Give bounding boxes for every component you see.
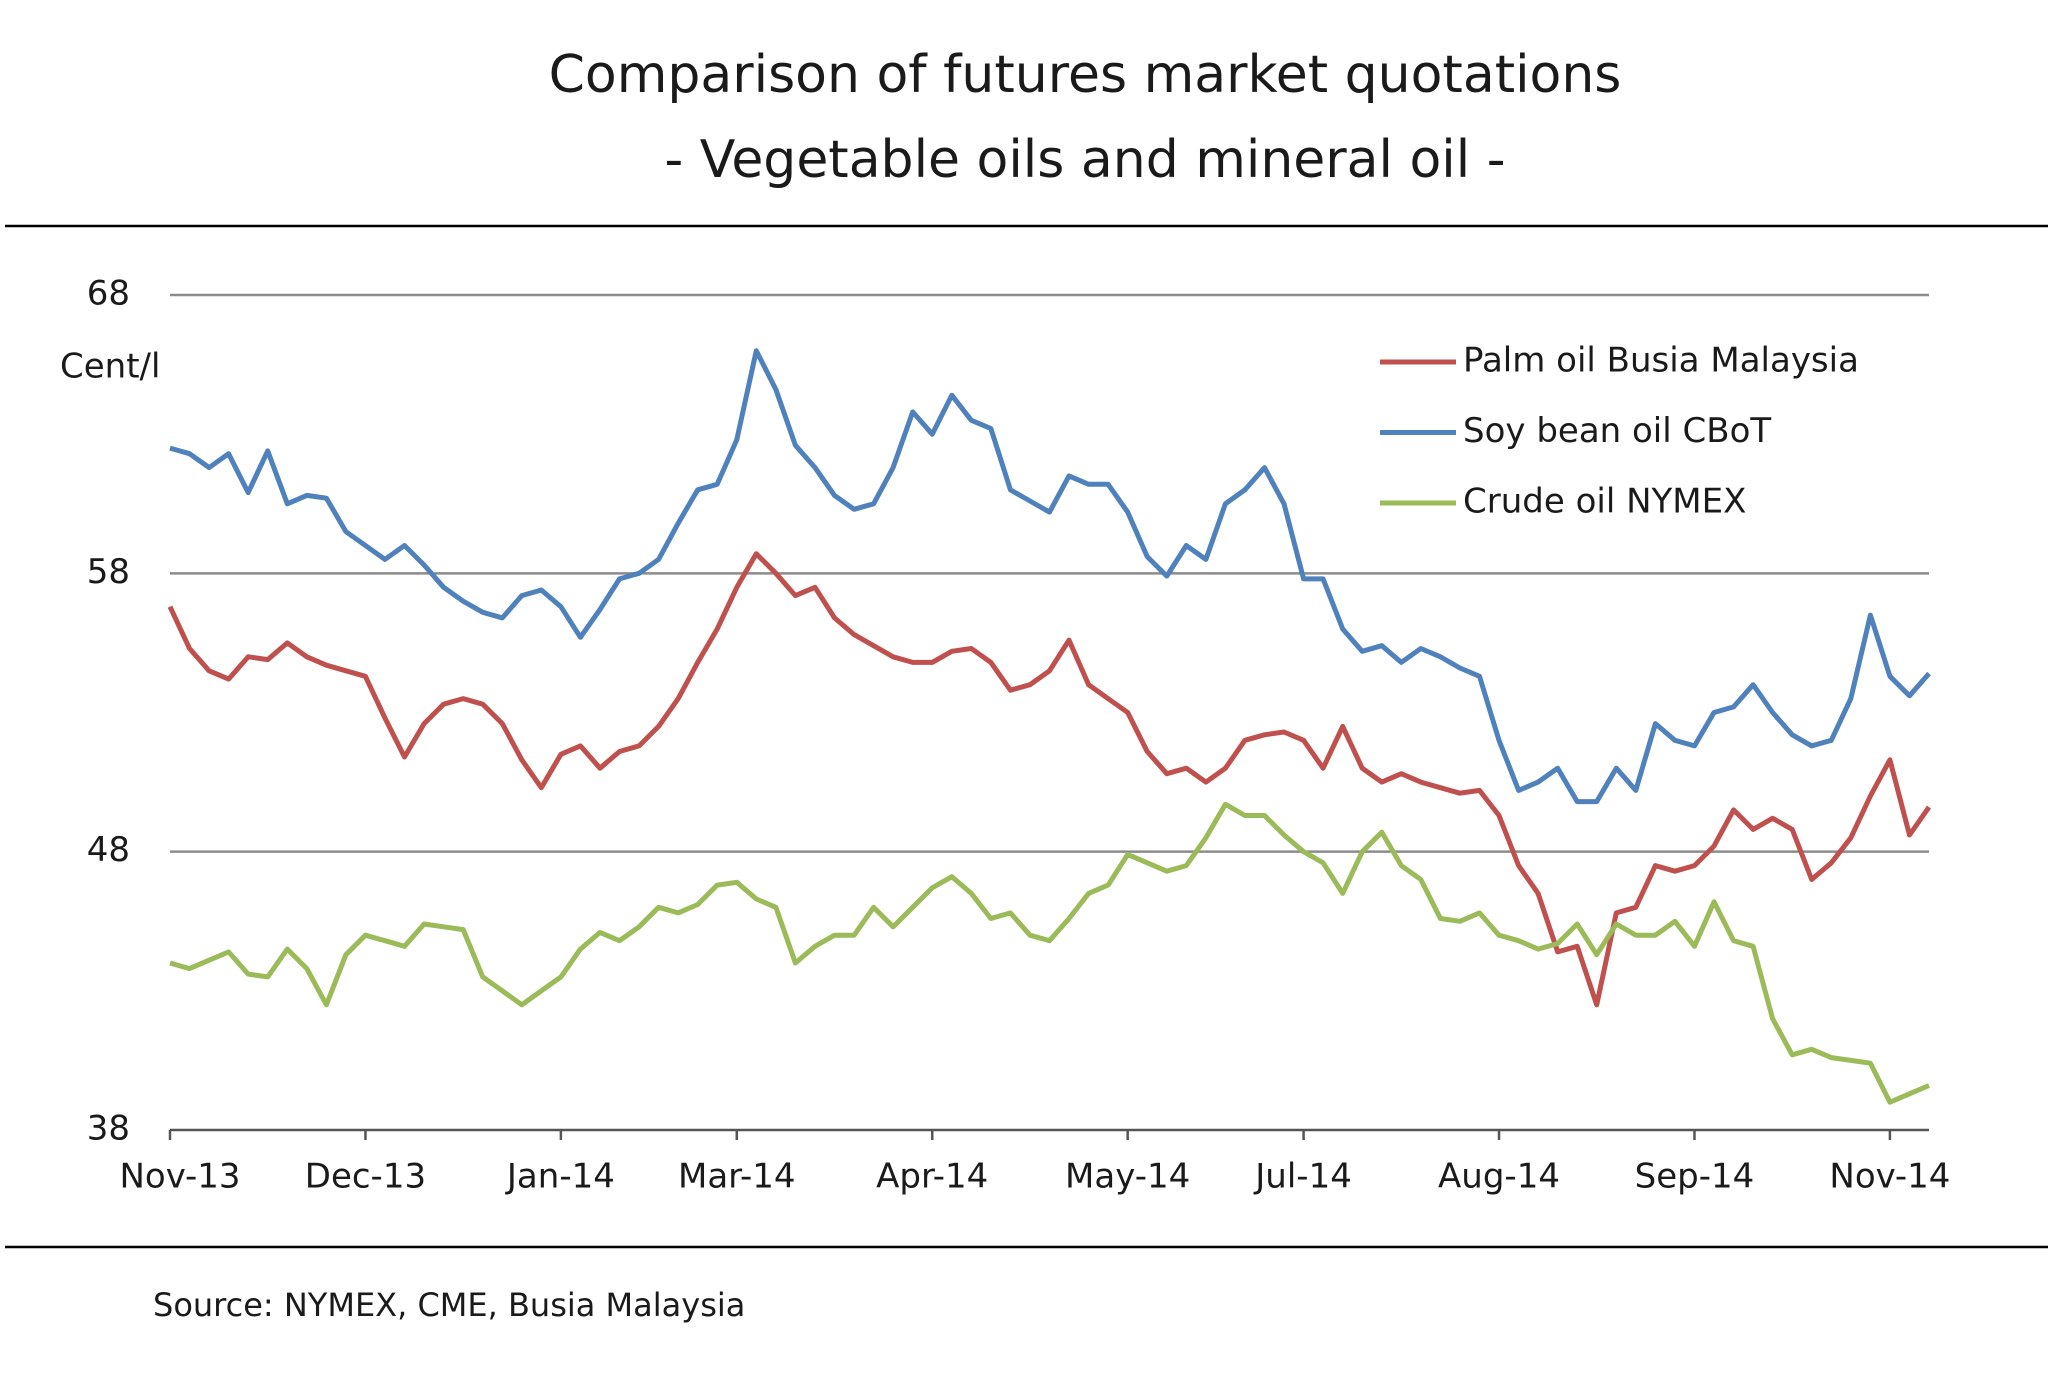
legend-label: Soy bean oil CBoT	[1463, 411, 1771, 451]
x-tick-label: Sep-14	[1635, 1157, 1755, 1197]
x-tick-label: Jul-14	[1253, 1157, 1352, 1197]
y-tick-label: 58	[87, 552, 130, 592]
data-line	[167, 551, 1932, 1008]
x-tick-label: Nov-13	[120, 1157, 241, 1197]
x-tick-label: Nov-14	[1829, 1157, 1950, 1197]
x-tick-label: May-14	[1065, 1157, 1190, 1197]
chart-title: Comparison of futures market quotations	[549, 45, 1622, 105]
data-line	[169, 348, 1931, 805]
y-tick-label: 48	[87, 830, 130, 870]
x-tick-label: Mar-14	[678, 1157, 796, 1197]
y-axis-label: Cent/l	[60, 347, 160, 387]
x-tick-label: Aug-14	[1438, 1157, 1560, 1197]
legend-label: Crude oil NYMEX	[1463, 482, 1746, 522]
x-tick-label: Apr-14	[876, 1157, 988, 1197]
chart-subtitle: - Vegetable oils and mineral oil -	[664, 130, 1505, 190]
data-line	[169, 801, 1930, 1105]
source-note: Source: NYMEX, CME, Busia Malaysia	[153, 1286, 745, 1324]
x-tick-label: Jan-14	[505, 1157, 615, 1197]
y-tick-label: 38	[87, 1109, 130, 1149]
legend-label: Palm oil Busia Malaysia	[1463, 341, 1859, 381]
x-tick-label: Dec-13	[305, 1157, 426, 1197]
y-tick-label: 68	[87, 274, 130, 314]
